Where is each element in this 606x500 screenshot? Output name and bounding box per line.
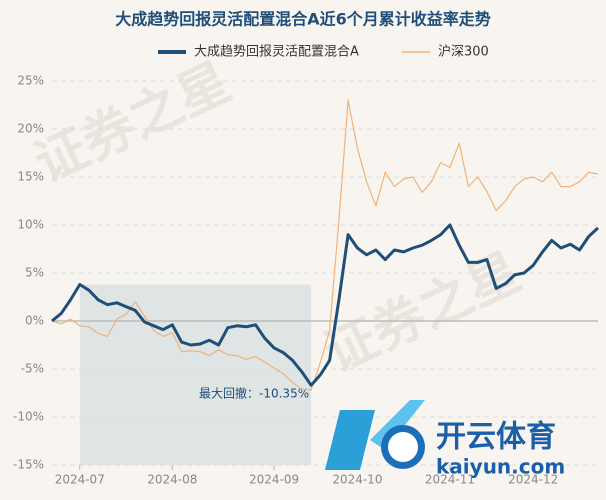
series-line (51, 223, 600, 387)
x-tick-label: 2024-08 (147, 473, 197, 487)
legend-label: 沪深300 (438, 44, 489, 60)
watermark-text: 证券之星 (316, 242, 530, 384)
annotation: 最大回撤：-10.35% (199, 386, 309, 401)
logo-text: 开云体育 (436, 420, 556, 455)
y-tick-label: 20% (17, 122, 44, 136)
logo-k (325, 410, 375, 470)
y-tick-label: 10% (17, 218, 44, 232)
y-tick-label: -15% (13, 458, 44, 472)
drawdown-area (79, 284, 312, 465)
logo-url: kaiyun.com (436, 455, 565, 479)
x-tick-label: 2024-12 (508, 473, 558, 487)
series-line (51, 99, 599, 391)
y-tick-label: 15% (17, 170, 44, 184)
x-tick-label: 2024-09 (249, 473, 299, 487)
y-tick-label: -5% (21, 362, 44, 376)
x-tick-label: 2024-11 (425, 473, 475, 487)
logo-ball (388, 432, 418, 462)
y-tick-label: 25% (17, 74, 44, 88)
chart-title: 大成趋势回报灵活配置混合A近6个月累计收益率走势 (115, 10, 491, 29)
x-tick-label: 2024-10 (332, 473, 382, 487)
y-tick-label: -10% (13, 410, 44, 424)
y-tick-label: 0% (25, 314, 44, 328)
watermark-text: 证券之星 (26, 52, 240, 194)
logo: 开云体育 kaiyun.com (325, 400, 565, 479)
y-tick-label: 5% (25, 266, 44, 280)
legend-label: 大成趋势回报灵活配置混合A (194, 44, 359, 60)
x-tick-label: 2024-07 (55, 473, 105, 487)
